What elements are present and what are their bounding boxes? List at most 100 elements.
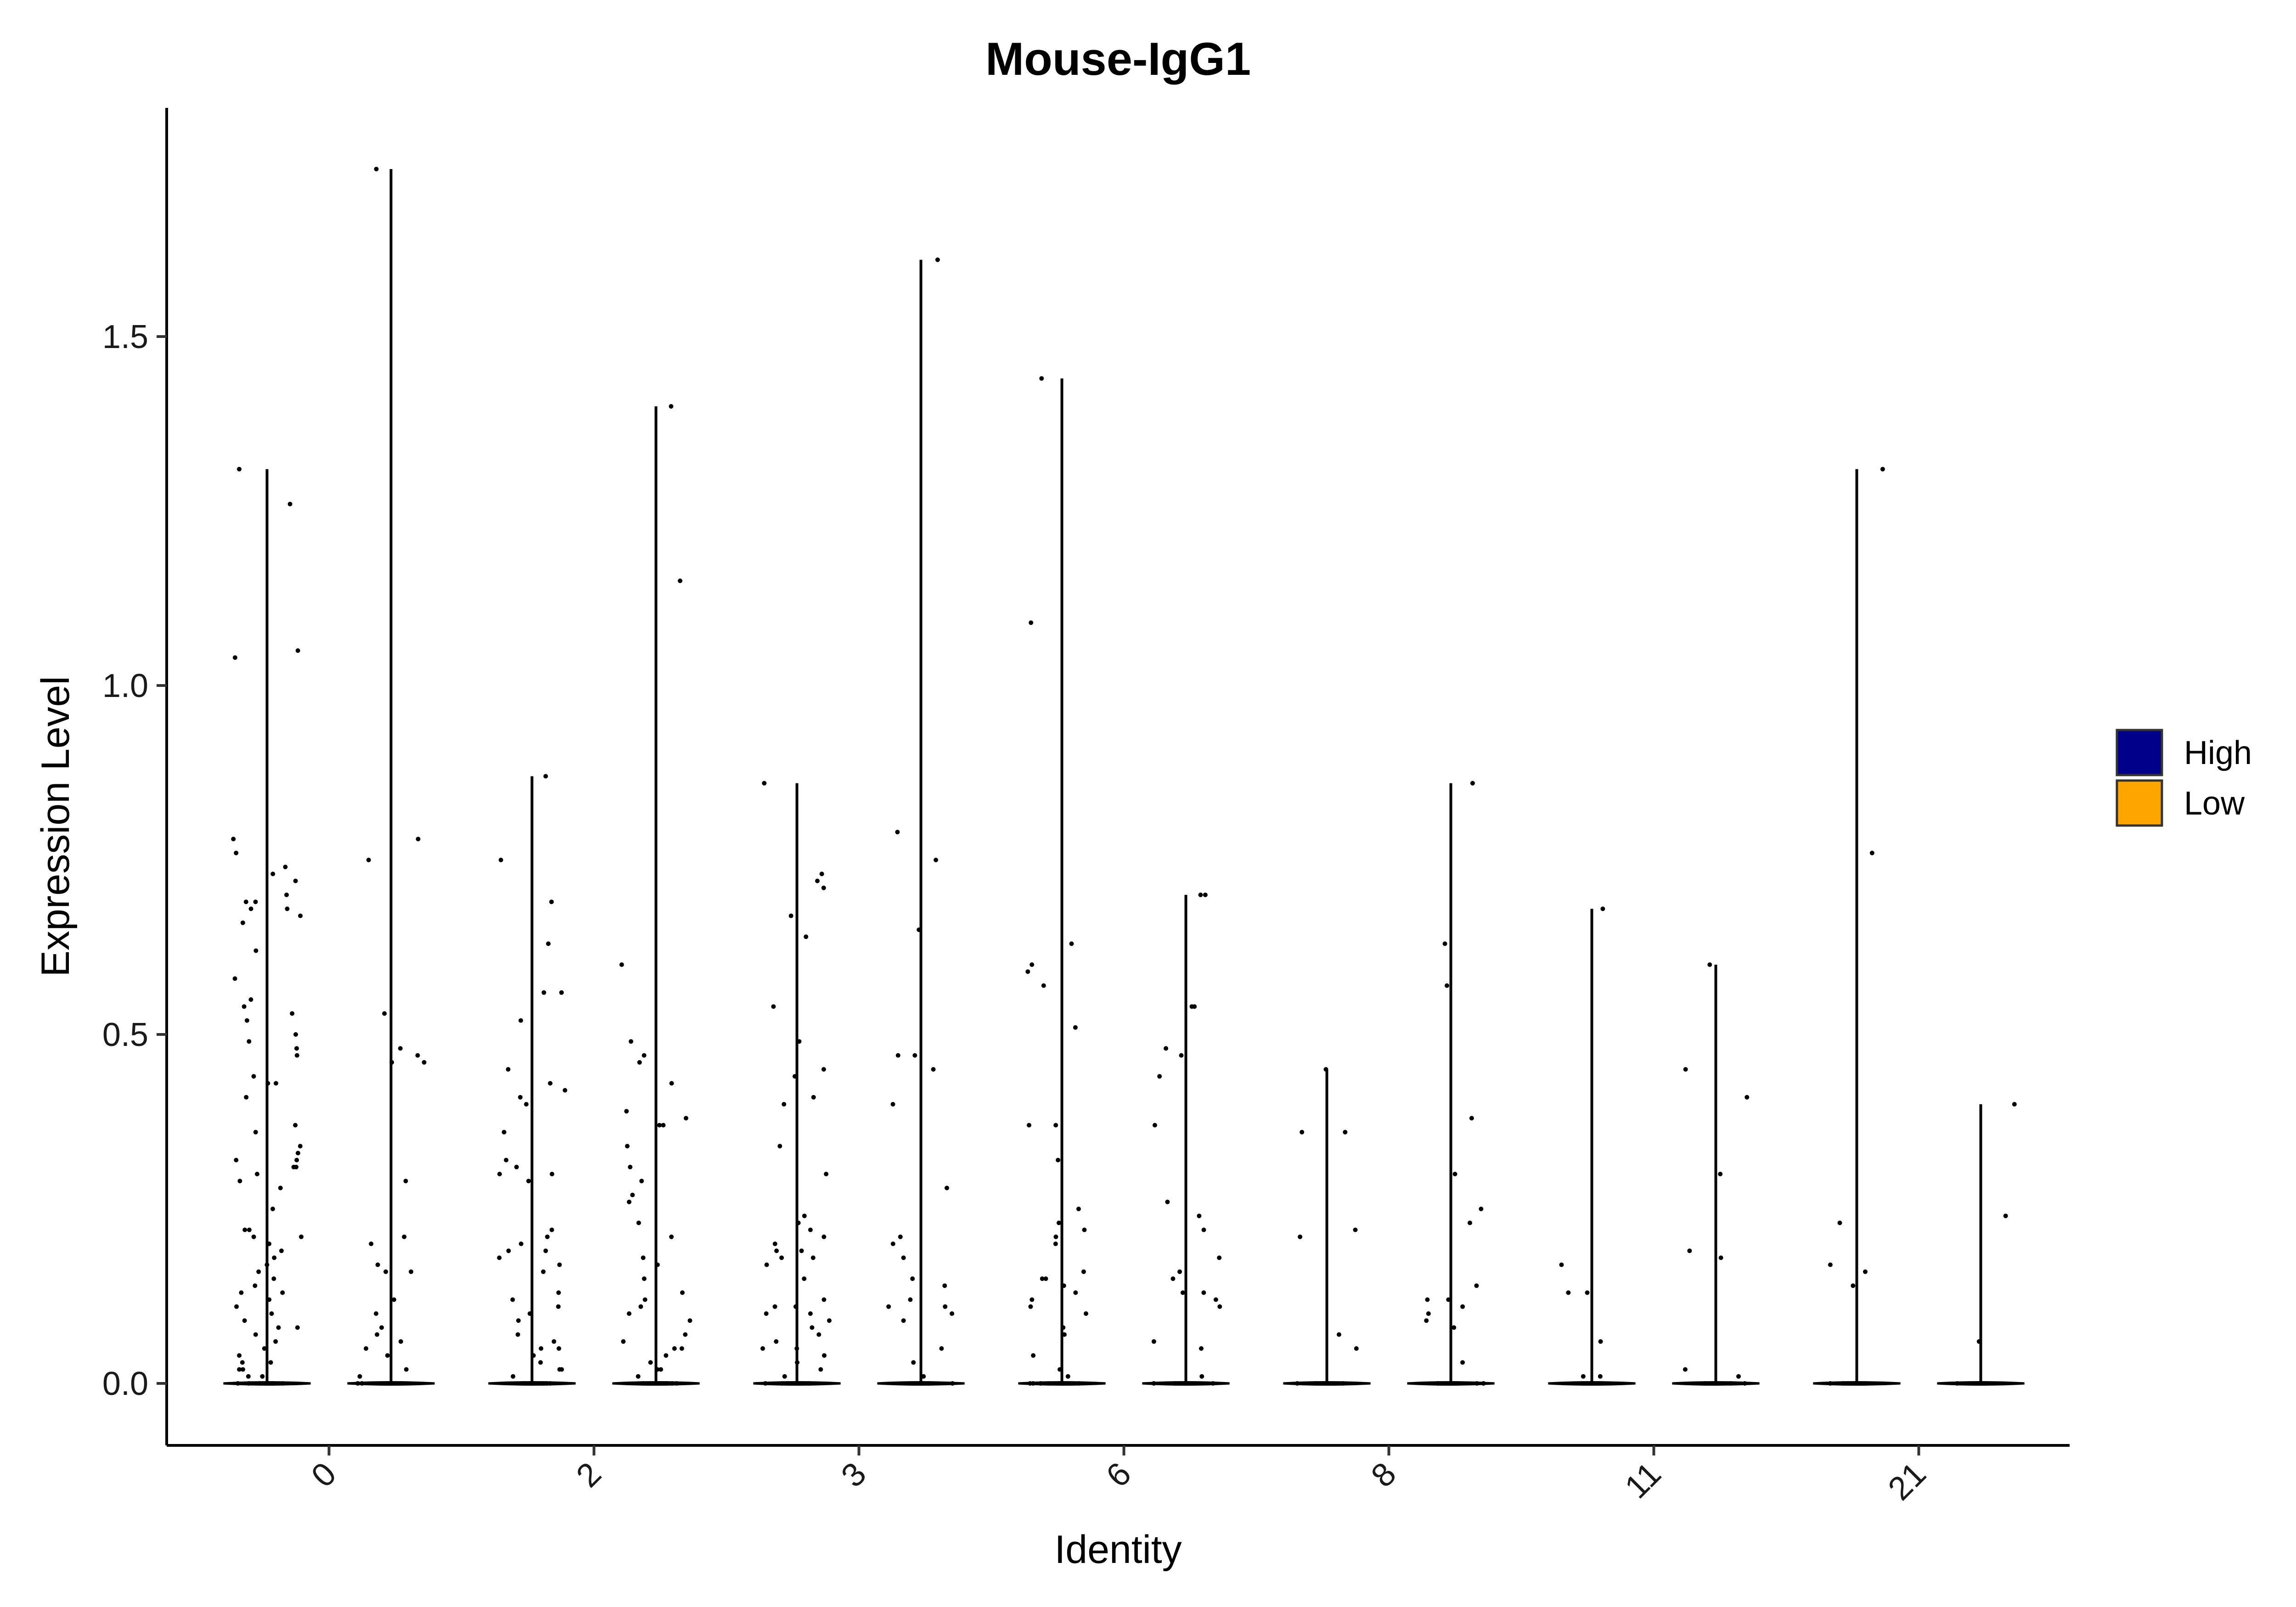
data-point: [788, 913, 793, 918]
data-point: [1177, 1381, 1182, 1386]
data-point: [549, 1227, 554, 1232]
data-point: [1203, 893, 1208, 897]
data-point: [1210, 1381, 1216, 1386]
data-point: [290, 1011, 295, 1016]
data-point: [1974, 1381, 1979, 1386]
data-point: [1040, 1276, 1045, 1281]
data-point: [514, 1164, 519, 1169]
data-point: [1442, 941, 1447, 946]
data-point: [243, 899, 248, 905]
data-point: [1336, 1332, 1341, 1337]
data-point: [1300, 1129, 1305, 1135]
data-point: [680, 1290, 685, 1295]
data-point: [541, 990, 546, 995]
data-point: [373, 1311, 378, 1316]
legend-label-low: Low: [2184, 785, 2245, 822]
data-point: [944, 1186, 949, 1191]
data-point: [1467, 1220, 1472, 1225]
data-point: [237, 1353, 242, 1358]
data-point: [409, 1269, 414, 1274]
data-point: [1559, 1262, 1564, 1267]
data-point: [375, 1332, 380, 1337]
data-point: [1580, 1381, 1585, 1386]
data-point: [797, 1381, 802, 1386]
data-point: [917, 927, 922, 932]
data-point: [779, 1255, 784, 1260]
data-point: [526, 1179, 531, 1184]
data-point: [248, 997, 253, 1002]
data-point: [1880, 466, 1885, 472]
data-point: [1217, 1255, 1222, 1260]
data-point: [1298, 1234, 1303, 1239]
data-point: [943, 1304, 948, 1309]
data-point: [293, 878, 298, 883]
data-point: [270, 1381, 276, 1386]
data-point: [764, 1311, 769, 1316]
data-point: [262, 1346, 267, 1351]
data-point: [669, 1081, 674, 1086]
data-point: [1452, 1172, 1458, 1176]
x-tick-label: 6: [1099, 1455, 1138, 1495]
data-point: [683, 1116, 688, 1121]
data-point: [669, 1234, 674, 1239]
data-point: [763, 1381, 768, 1386]
data-point: [810, 1325, 815, 1330]
violin-3-low: [877, 257, 965, 1386]
violin-2-high: [488, 774, 576, 1386]
data-point: [1151, 1381, 1156, 1386]
data-point: [942, 1283, 947, 1288]
data-point: [771, 1004, 776, 1009]
violin-8-low: [1407, 781, 1495, 1386]
data-point: [403, 1179, 408, 1184]
data-point: [901, 1255, 906, 1260]
data-point: [1566, 1290, 1571, 1295]
data-point: [253, 1332, 258, 1337]
data-point: [1343, 1129, 1348, 1135]
data-point: [1452, 1325, 1457, 1330]
data-point: [295, 1325, 300, 1330]
data-point: [382, 1011, 387, 1016]
data-point: [273, 1339, 278, 1344]
data-point: [506, 1067, 511, 1072]
data-point: [1341, 1381, 1346, 1386]
data-point: [1707, 962, 1712, 967]
data-point: [777, 1144, 782, 1149]
data-point: [549, 899, 554, 905]
data-point: [1030, 1297, 1035, 1302]
data-point: [1076, 1381, 1081, 1386]
data-point: [1025, 969, 1030, 974]
data-point: [1718, 1255, 1723, 1260]
data-point: [518, 1018, 523, 1023]
data-point: [515, 1332, 520, 1337]
data-point: [824, 1172, 829, 1176]
data-point: [1598, 1374, 1603, 1379]
data-point: [1083, 1311, 1088, 1316]
data-point: [1172, 1381, 1177, 1386]
data-point: [1057, 1367, 1062, 1372]
data-point: [807, 1381, 812, 1386]
data-point: [280, 1290, 285, 1295]
data-point: [637, 1060, 642, 1065]
data-point: [921, 1374, 926, 1379]
data-point: [1353, 1227, 1358, 1232]
data-point: [1354, 1346, 1359, 1351]
data-point: [563, 1088, 568, 1093]
data-point: [621, 1339, 626, 1344]
data-point: [898, 1234, 903, 1239]
data-point: [822, 1353, 827, 1358]
data-point: [802, 1276, 807, 1281]
data-point: [912, 1381, 917, 1386]
data-point: [1152, 1123, 1157, 1128]
violin-6-low: [1142, 893, 1230, 1386]
y-axis-title: Expression Level: [34, 676, 78, 977]
data-point: [246, 1381, 251, 1386]
data-point: [497, 1255, 502, 1260]
data-point: [1029, 620, 1034, 625]
y-tick-label: 0.5: [102, 1017, 148, 1053]
data-point: [369, 1242, 374, 1246]
data-point: [1073, 1290, 1078, 1295]
data-point: [271, 1276, 276, 1281]
data-point: [1177, 1269, 1182, 1274]
data-point: [375, 1262, 380, 1267]
data-point: [550, 1172, 555, 1176]
